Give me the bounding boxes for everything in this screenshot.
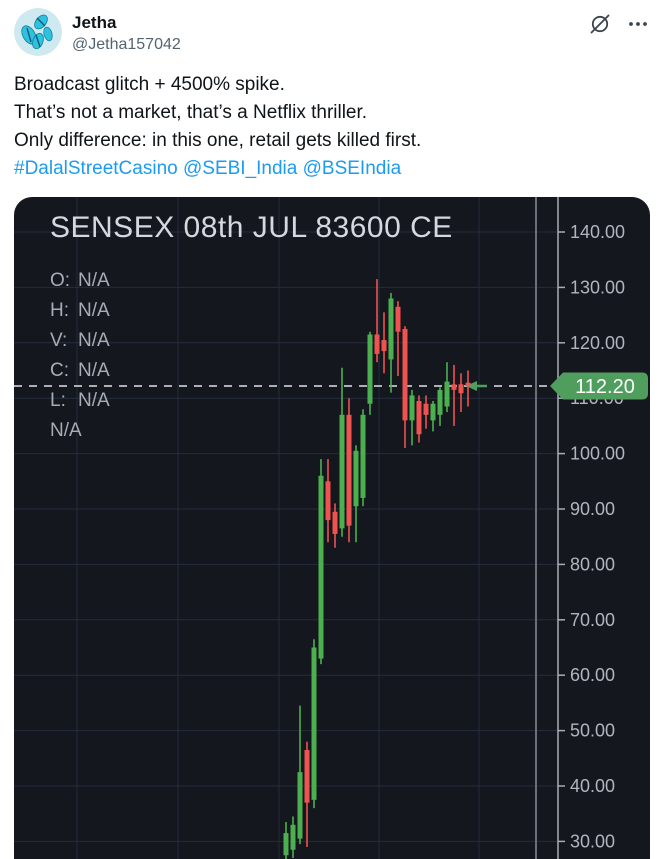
tweet-text: Broadcast glitch + 4500% spike. That’s n… — [14, 71, 650, 183]
candle-body — [304, 749, 310, 803]
axis-tick-label: 90.00 — [570, 499, 615, 519]
tweet-line-2: That’s not a market, that’s a Netflix th… — [14, 102, 368, 123]
more-options-icon[interactable] — [626, 12, 650, 36]
candle-body — [402, 328, 408, 421]
ohlc-row-0: O: N/A — [50, 270, 110, 291]
axis-tick-label: 30.00 — [570, 831, 615, 851]
candle-body — [346, 414, 352, 526]
axis-tick-label: 60.00 — [570, 665, 615, 685]
candle-body — [444, 381, 450, 407]
mention-link-sebi[interactable]: @SEBI_India — [182, 158, 298, 179]
axis-tick-label: 130.00 — [570, 277, 625, 297]
last-price-arrow-icon — [466, 381, 487, 392]
avatar[interactable] — [14, 8, 62, 56]
candle-body — [332, 511, 338, 534]
chart-image[interactable]: 140.00130.00120.00110.00100.0090.0080.00… — [14, 197, 650, 859]
candle-body — [367, 334, 373, 404]
hashtag-link[interactable]: #DalalStreetCasino — [14, 158, 178, 179]
grok-icon[interactable] — [588, 12, 612, 36]
candle-body — [297, 772, 303, 839]
axis-tick-label: 100.00 — [570, 444, 625, 464]
candle-body — [430, 403, 436, 421]
butterfly-avatar-image — [14, 8, 62, 56]
candle-body — [381, 340, 387, 352]
display-name[interactable]: Jetha — [72, 13, 117, 32]
ohlc-legend: O: N/A H: N/A V: N/A C: N/A L: N/A N/A — [50, 266, 110, 446]
axis-tick-label: 80.00 — [570, 554, 615, 574]
axis-tick-label: 140.00 — [570, 222, 625, 242]
candle-body — [325, 481, 331, 521]
candle-body — [465, 382, 471, 387]
header-actions — [588, 12, 650, 36]
chart-title: SENSEX 08th JUL 83600 CE — [50, 211, 453, 244]
axis-tick-label: 70.00 — [570, 610, 615, 630]
candle-body — [451, 384, 457, 390]
candlestick-chart: 140.00130.00120.00110.00100.0090.0080.00… — [14, 197, 648, 859]
candle-body — [318, 475, 324, 659]
mention-link-bse[interactable]: @BSEIndia — [302, 158, 402, 179]
tweet-line-3: Only difference: in this one, retail get… — [14, 130, 422, 151]
candle-body — [374, 334, 380, 354]
candle-body — [360, 414, 366, 498]
last-price-tag-label: 112.20 — [575, 376, 635, 398]
ohlc-row-3: C: N/A — [50, 360, 110, 381]
candle-body — [423, 403, 429, 415]
user-handle[interactable]: @Jetha157042 — [72, 36, 181, 53]
ohlc-row-4: L: N/A — [50, 390, 110, 411]
axis-tick-label: 40.00 — [570, 776, 615, 796]
last-price-tag — [550, 372, 648, 400]
axis-tick-label: 120.00 — [570, 333, 625, 353]
tweet-links: #DalalStreetCasino @SEBI_India @BSEIndia — [14, 155, 650, 183]
candle-body — [353, 450, 359, 507]
candle-body — [311, 647, 317, 800]
candle-body — [388, 298, 394, 360]
candle-body — [437, 389, 443, 415]
tweet-header: Jetha @Jetha157042 — [14, 8, 650, 60]
ohlc-row-2: V: N/A — [50, 330, 110, 351]
candle-body — [339, 414, 345, 529]
tweet-line-1: Broadcast glitch + 4500% spike. — [14, 74, 285, 95]
candle-body — [290, 824, 296, 850]
candle-body — [409, 395, 415, 421]
candle-body — [458, 384, 464, 394]
candle-body — [416, 400, 422, 435]
axis-tick-label: 50.00 — [570, 721, 615, 741]
ohlc-row-5: N/A — [50, 420, 82, 441]
candle-body — [283, 833, 289, 856]
ohlc-row-1: H: N/A — [50, 300, 110, 321]
candle-body — [395, 306, 401, 332]
